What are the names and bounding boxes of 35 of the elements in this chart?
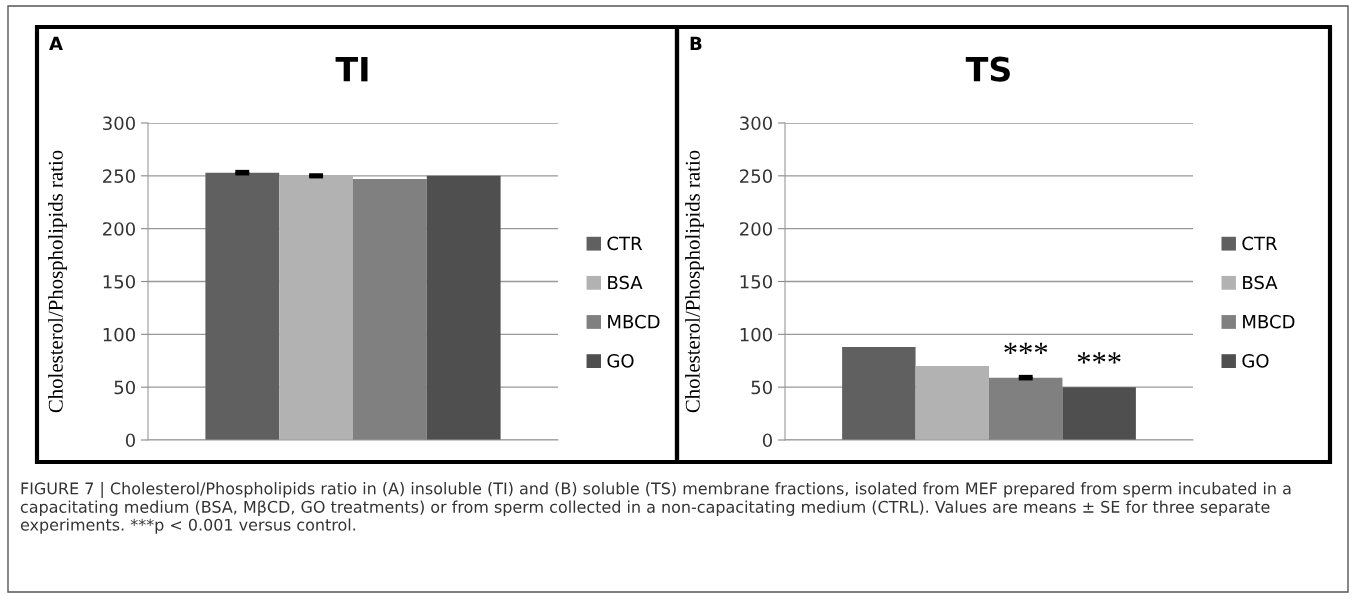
y-tick-label: 250 (103, 169, 135, 183)
legend-label: CTR (1242, 236, 1278, 251)
bar (842, 347, 916, 440)
y-tick-label: 0 (762, 433, 772, 448)
y-tick-label: 250 (740, 169, 772, 183)
y-tick-label: 50 (751, 380, 772, 395)
legend-label: CTR (607, 236, 643, 251)
y-axis-title: Cholesterol/Phospholipids ratio (48, 150, 68, 413)
y-tick-label: 200 (740, 222, 772, 236)
chart-title: TI (335, 57, 368, 82)
legend-label: MBCD (1243, 314, 1295, 329)
bar (1062, 387, 1136, 440)
y-tick-label: 300 (740, 116, 772, 131)
legend-label: GO (1242, 353, 1269, 368)
y-tick-label: 50 (114, 380, 135, 395)
y-axis-title: Cholesterol/Phospholipids ratio (685, 150, 705, 413)
text: B (690, 36, 702, 50)
legend-label: BSA (608, 275, 643, 290)
y-tick-label: 150 (103, 274, 135, 289)
data-label: *** (1077, 352, 1121, 364)
legend-label: BSA (1243, 275, 1278, 290)
text: A (49, 36, 63, 50)
y-tick-label: 200 (103, 222, 135, 236)
chart-title: TS (965, 56, 1010, 82)
y-tick-label: 150 (740, 274, 772, 289)
y-tick-label: 100 (740, 327, 772, 342)
y-tick-label: 100 (103, 327, 135, 342)
y-tick-label: 0 (125, 433, 135, 448)
caption: FIGURE 7 | Cholesterol/Phospholipids ratio in (A) insoluble (TI) and (B) soluble (TS) membrane fractions, isolated from MEF prepared from sperm incubated in a capacitating medium (BSA, MβCD, GO treatments) or from sperm collected in a non-capacitating medium (CTRL). Values are means ± SE for three separate experiments. ***p < 0.001 versus control. (20, 482, 1291, 534)
y-tick-label: 300 (103, 116, 135, 131)
data-label: *** (1004, 342, 1048, 355)
legend-label: MBCD (608, 314, 660, 329)
bar (915, 366, 989, 440)
bar (989, 377, 1063, 440)
legend-label: GO (607, 353, 634, 368)
